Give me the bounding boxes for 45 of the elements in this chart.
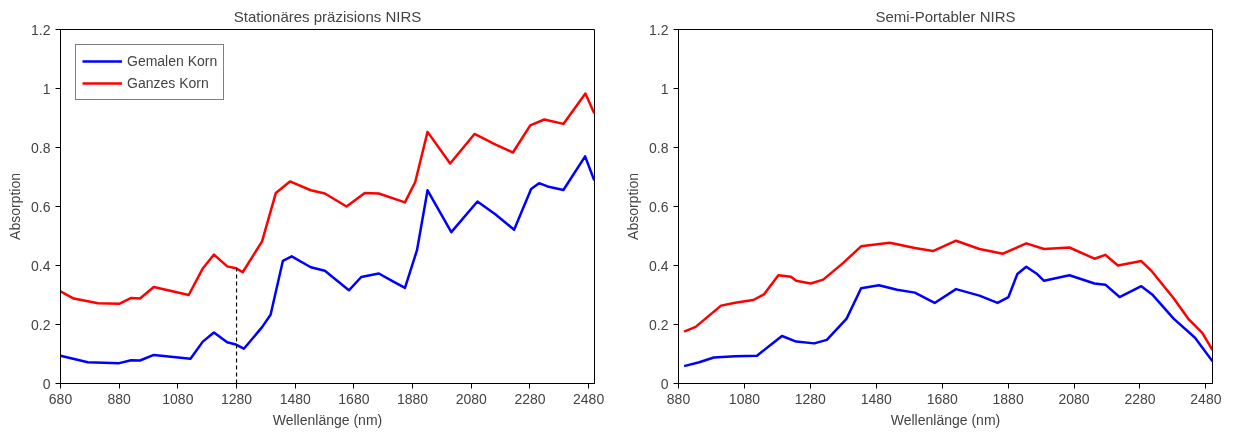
- y-tick-label: 1: [660, 80, 669, 97]
- x-tick-label: 1680: [338, 390, 370, 407]
- x-axis-title: Wellenlänge (nm): [272, 411, 383, 428]
- x-tick-label: 1280: [220, 390, 253, 407]
- x-tick-label: 680: [48, 390, 73, 407]
- x-tick-label: 880: [666, 390, 691, 407]
- y-tick-label: 0.4: [649, 257, 669, 274]
- x-tick-label: 2280: [514, 390, 546, 407]
- line-series: [60, 92, 595, 306]
- x-axis-title: Wellenlänge (nm): [890, 411, 1001, 428]
- x-tick-label: 2480: [573, 390, 605, 407]
- y-tick-label: 0.6: [31, 198, 51, 215]
- x-tick-label: 2280: [1124, 390, 1156, 407]
- x-tick-label: 1680: [926, 390, 958, 407]
- x-tick-label: 1880: [397, 390, 429, 407]
- y-axis-title: Absorption: [7, 173, 24, 240]
- x-tick-label: 880: [107, 390, 132, 407]
- y-tick-label: 0.6: [649, 198, 669, 215]
- y-tick-label: 0.4: [31, 257, 51, 274]
- y-tick-label: 0.8: [31, 139, 51, 156]
- x-tick-label: 1280: [794, 390, 827, 407]
- y-tick-label: 0.2: [649, 316, 669, 333]
- y-tick-label: 1.2: [31, 21, 51, 38]
- line-series: [60, 155, 595, 365]
- x-tick-label: 2080: [1058, 390, 1090, 407]
- x-tick-label: 1480: [860, 390, 893, 407]
- y-tick-label: 0: [660, 375, 669, 392]
- y-tick-label: 0.2: [31, 316, 51, 333]
- legend-label: Gemalen Korn: [127, 53, 218, 69]
- x-tick-label: 1880: [992, 390, 1024, 407]
- y-tick-label: 0.8: [649, 139, 669, 156]
- y-tick-label: 1.2: [649, 21, 669, 38]
- y-axis-title: Absorption: [625, 173, 642, 240]
- legend-label: Ganzes Korn: [127, 75, 209, 91]
- x-tick-label: 2080: [455, 390, 488, 407]
- y-tick-label: 1: [42, 80, 51, 97]
- line-series: [682, 239, 1213, 352]
- x-tick-label: 1080: [162, 390, 194, 407]
- chart-title: Stationäres präzisions NIRS: [233, 7, 422, 25]
- y-tick-label: 0: [42, 375, 51, 392]
- line-series: [682, 265, 1213, 368]
- x-tick-label: 1080: [728, 390, 761, 407]
- x-tick-label: 2480: [1190, 390, 1222, 407]
- chart-title: Semi-Portabler NIRS: [875, 7, 1016, 25]
- x-tick-label: 1480: [279, 390, 312, 407]
